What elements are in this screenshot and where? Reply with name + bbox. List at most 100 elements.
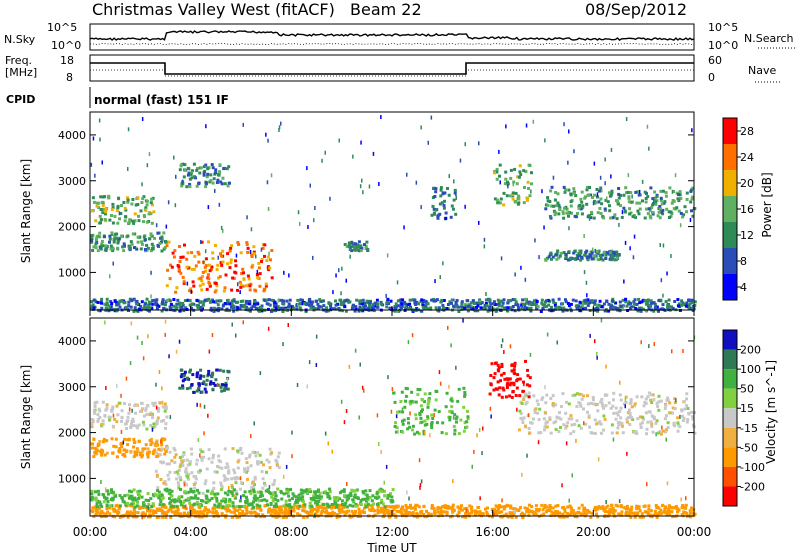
power-cell <box>185 185 189 189</box>
velocity-cell <box>449 398 453 402</box>
power-cell <box>443 199 446 203</box>
velocity-cell <box>224 381 228 385</box>
velocity-cell <box>466 409 469 413</box>
velocity-cell <box>285 510 289 514</box>
velocity-cell <box>587 414 591 418</box>
power-cell <box>676 197 680 201</box>
power-cell <box>661 189 665 193</box>
velocity-cell <box>469 507 473 511</box>
power-cell <box>330 305 332 309</box>
velocity-cell <box>473 513 477 517</box>
power-cell <box>222 166 226 170</box>
velocity-cell <box>494 504 498 508</box>
velocity-cell <box>182 499 186 503</box>
velocity-cell <box>99 503 103 506</box>
power-cell <box>633 298 637 302</box>
velocity-cell <box>148 508 152 512</box>
velocity-cell <box>243 490 247 494</box>
velocity-cell <box>188 370 192 374</box>
velocity-cell <box>465 508 467 513</box>
velocity-cell <box>115 503 119 507</box>
power-cell <box>445 307 449 310</box>
power-cell <box>149 201 153 205</box>
velocity-cell <box>486 506 489 510</box>
power-cell <box>443 191 447 195</box>
power-cell <box>158 241 162 245</box>
power-cell <box>498 300 502 304</box>
power-cell <box>217 307 221 311</box>
velocity-cell <box>616 504 620 508</box>
velocity-cell <box>218 368 222 372</box>
velocity-cell <box>179 368 183 372</box>
velocity-cell <box>435 421 439 425</box>
velocity-cell <box>231 504 235 508</box>
velocity-cell <box>527 413 530 418</box>
velocity-cell <box>144 443 148 447</box>
power-cell <box>132 221 136 225</box>
power-cell <box>523 186 526 189</box>
power-cell <box>167 200 170 205</box>
power-cell <box>270 249 274 252</box>
velocity-cell <box>211 333 214 337</box>
power-cell <box>687 306 691 310</box>
velocity-cell <box>200 515 204 519</box>
velocity-cell <box>215 368 219 372</box>
power-cell <box>541 306 545 310</box>
power-cell <box>690 301 694 304</box>
power-cell <box>524 277 527 282</box>
power-cell <box>150 246 154 250</box>
velocity-cell <box>115 510 119 514</box>
velocity-cell <box>633 402 637 406</box>
power-cell <box>582 307 585 311</box>
velocity-cell <box>148 515 152 519</box>
power-cell <box>321 299 325 303</box>
velocity-cell <box>554 420 558 424</box>
velocity-cell <box>354 489 358 493</box>
velocity-cell <box>653 509 657 513</box>
power-cell <box>229 261 233 265</box>
power-cell <box>100 244 104 248</box>
power-cell <box>211 166 215 170</box>
velocity-cell <box>598 420 602 424</box>
velocity-cell <box>667 504 671 508</box>
velocity-cell <box>203 506 207 510</box>
power-cell <box>629 200 633 204</box>
power-cell <box>544 138 546 143</box>
velocity-cell <box>594 339 596 344</box>
power-cell <box>466 307 470 311</box>
velocity-cell <box>423 392 427 396</box>
velocity-cell <box>450 405 454 409</box>
velocity-cell <box>320 510 324 514</box>
velocity-cell <box>194 494 198 498</box>
power-cell <box>592 216 596 220</box>
velocity-cell <box>434 398 438 402</box>
power-cell <box>105 297 109 301</box>
velocity-cell <box>363 388 365 393</box>
power-cell <box>120 299 124 303</box>
velocity-cell <box>426 405 430 409</box>
power-cell <box>131 198 135 201</box>
velocity-cell <box>346 482 348 486</box>
velocity-cell <box>186 463 190 467</box>
velocity-cell <box>202 374 206 378</box>
velocity-cell <box>238 515 242 519</box>
velocity-cell <box>668 509 672 513</box>
velocity-cell <box>116 383 118 388</box>
power-cell <box>591 247 594 252</box>
velocity-cell <box>376 413 379 418</box>
power-cell <box>624 300 628 304</box>
velocity-cell <box>273 504 276 508</box>
velocity-cell <box>265 470 268 474</box>
velocity-cell <box>90 498 94 502</box>
velocity-cell <box>248 455 251 459</box>
velocity-cell <box>453 413 457 417</box>
velocity-cell <box>448 415 452 419</box>
velocity-cell <box>664 511 668 515</box>
velocity-cell <box>524 402 528 406</box>
power-cell <box>632 302 636 306</box>
velocity-cell <box>216 383 219 387</box>
velocity-cell <box>140 455 144 459</box>
velocity-cell <box>498 511 502 514</box>
power-cell <box>224 273 228 277</box>
